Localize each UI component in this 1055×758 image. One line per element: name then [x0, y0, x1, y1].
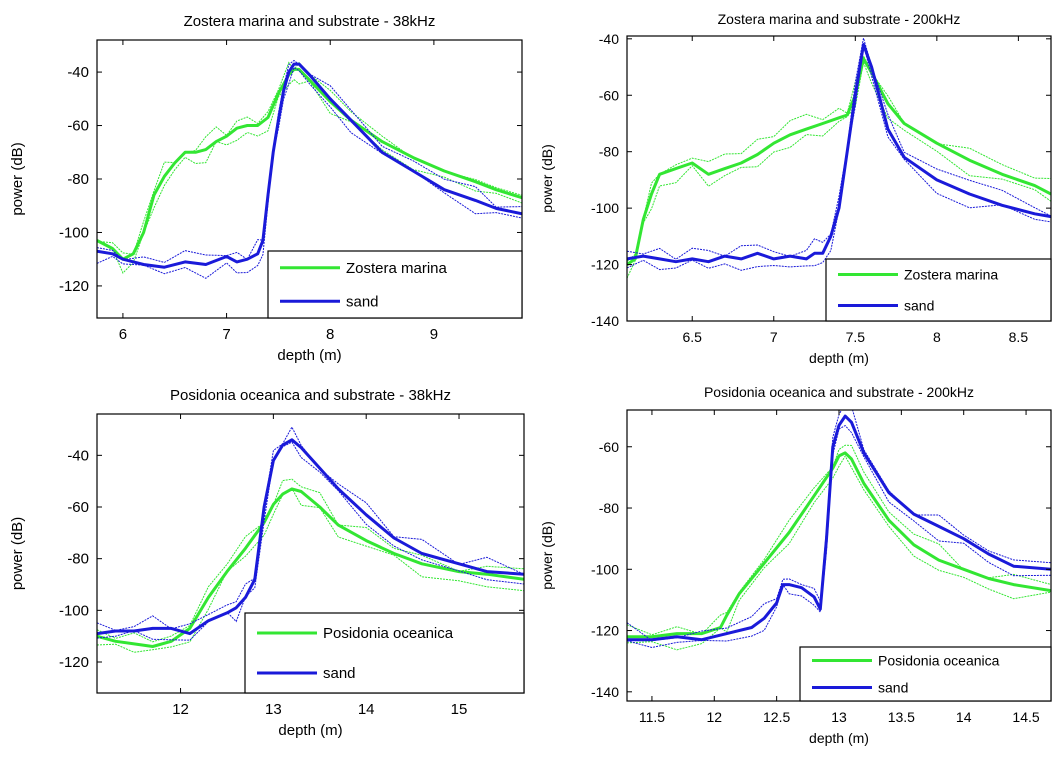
y-tick-label: -80: [599, 500, 619, 516]
y-axis-label: power (dB): [539, 144, 555, 212]
series-envelope-1: [97, 478, 524, 643]
series-envelope-2: [97, 441, 524, 641]
legend: Zostera marina sand: [825, 258, 1052, 322]
series-envelope-1: [627, 60, 1051, 279]
series-envelope-2: [97, 59, 522, 263]
y-tick-label: -60: [67, 499, 89, 516]
y-tick-label: -40: [67, 447, 89, 464]
subplot-1: Zostera marina and substrate - 38kHz 6 7 8 9…: [9, 13, 523, 364]
series-line-2: [97, 62, 522, 269]
series-envelope-1: [97, 487, 524, 653]
x-tick-label: 12: [707, 709, 723, 725]
legend-label-1: Zostera marina: [346, 260, 448, 277]
series-envelope-1: [627, 444, 1051, 636]
y-tick-label: -100: [59, 602, 89, 619]
x-tick-label: 7.5: [846, 329, 866, 345]
plot-lines: [627, 410, 1051, 651]
x-tick-label: 8: [933, 329, 941, 345]
y-axis-label: power (dB): [9, 142, 26, 215]
legend-label-1: Posidonia oceanica: [323, 625, 454, 642]
y-tick-label: -60: [599, 87, 619, 103]
legend-label-1: Zostera marina: [904, 267, 998, 283]
series-envelope-1: [627, 455, 1051, 651]
y-axis-label: power (dB): [539, 521, 555, 589]
series-envelope-1: [97, 61, 522, 255]
legend-box: [267, 250, 523, 319]
y-tick-label: -120: [59, 278, 89, 295]
legend-label-2: sand: [904, 298, 934, 314]
x-tick-label: 13: [831, 709, 847, 725]
x-tick-label: 11.5: [639, 709, 665, 725]
y-tick-label: -100: [591, 561, 619, 577]
y-tick-label: -80: [599, 144, 619, 160]
x-tick-label: 6.5: [682, 329, 702, 345]
legend-box: [825, 258, 1052, 322]
x-axis-label: depth (m): [278, 722, 342, 739]
plot-lines: [97, 59, 522, 279]
y-tick-label: -80: [67, 171, 89, 188]
series-envelope-1: [627, 54, 1051, 262]
y-tick-label: -60: [599, 439, 619, 455]
series-envelope-2: [627, 37, 1051, 260]
y-axis-label: power (dB): [9, 517, 26, 590]
legend-label-2: sand: [346, 293, 379, 310]
x-tick-label: 7: [770, 329, 778, 345]
legend: Posidonia oceanica sand: [244, 612, 525, 694]
chart-title: Zostera marina and substrate - 38kHz: [184, 13, 436, 30]
x-tick-label: 14: [358, 701, 375, 718]
series-line-1: [627, 57, 1051, 266]
series-line-2: [627, 43, 1051, 264]
x-tick-label: 6: [119, 326, 127, 343]
y-tick-label: -100: [591, 200, 619, 216]
x-tick-label: 8.5: [1009, 329, 1029, 345]
legend-box: [244, 612, 525, 694]
y-tick-label: -120: [591, 257, 619, 273]
x-tick-label: 14.5: [1012, 709, 1039, 725]
series-envelope-2: [627, 410, 1051, 642]
x-axis-label: depth (m): [809, 730, 869, 746]
y-tick-label: -140: [591, 313, 619, 329]
legend: Posidonia oceanica sand: [799, 646, 1052, 702]
x-tick-label: 8: [326, 326, 334, 343]
legend-box: [799, 646, 1052, 702]
series-envelope-1: [97, 78, 522, 274]
series-line-1: [627, 451, 1051, 639]
series-line-2: [97, 438, 524, 636]
x-tick-label: 14: [956, 709, 972, 725]
x-tick-label: 13.5: [888, 709, 915, 725]
series-line-1: [97, 487, 524, 648]
y-tick-label: -100: [59, 224, 89, 241]
x-tick-label: 12: [172, 701, 189, 718]
chart-title: Posidonia oceanica and substrate - 38kHz: [170, 387, 451, 404]
series-line-2: [627, 414, 1051, 642]
y-tick-label: -80: [67, 551, 89, 568]
x-tick-label: 13: [265, 701, 282, 718]
y-tick-label: -140: [591, 684, 619, 700]
series-envelope-2: [627, 424, 1051, 649]
x-tick-label: 7: [222, 326, 230, 343]
plot-lines: [627, 37, 1051, 279]
chart-title: Zostera marina and substrate - 200kHz: [718, 11, 961, 27]
legend-label-2: sand: [878, 680, 908, 696]
legend-label-1: Posidonia oceanica: [878, 653, 1000, 669]
x-tick-label: 9: [430, 326, 438, 343]
plot-lines: [97, 426, 524, 653]
y-tick-label: -40: [599, 31, 619, 47]
subplot-2: Zostera marina and substrate - 200kHz 6.5…: [539, 11, 1052, 366]
subplot-3: Posidonia oceanica and substrate - 38kHz…: [9, 387, 525, 739]
series-line-1: [97, 67, 522, 261]
subplot-4: Posidonia oceanica and substrate - 200kH…: [539, 384, 1052, 746]
x-tick-label: 15: [451, 701, 468, 718]
y-tick-label: -40: [67, 64, 89, 81]
legend-label-2: sand: [323, 665, 356, 682]
chart-title: Posidonia oceanica and substrate - 200kH…: [704, 384, 974, 400]
y-tick-label: -120: [59, 654, 89, 671]
legend: Zostera marina sand: [267, 250, 523, 319]
x-axis-label: depth (m): [809, 350, 869, 366]
x-axis-label: depth (m): [277, 347, 341, 364]
x-tick-label: 12.5: [763, 709, 790, 725]
y-tick-label: -60: [67, 118, 89, 135]
y-tick-label: -120: [591, 623, 619, 639]
